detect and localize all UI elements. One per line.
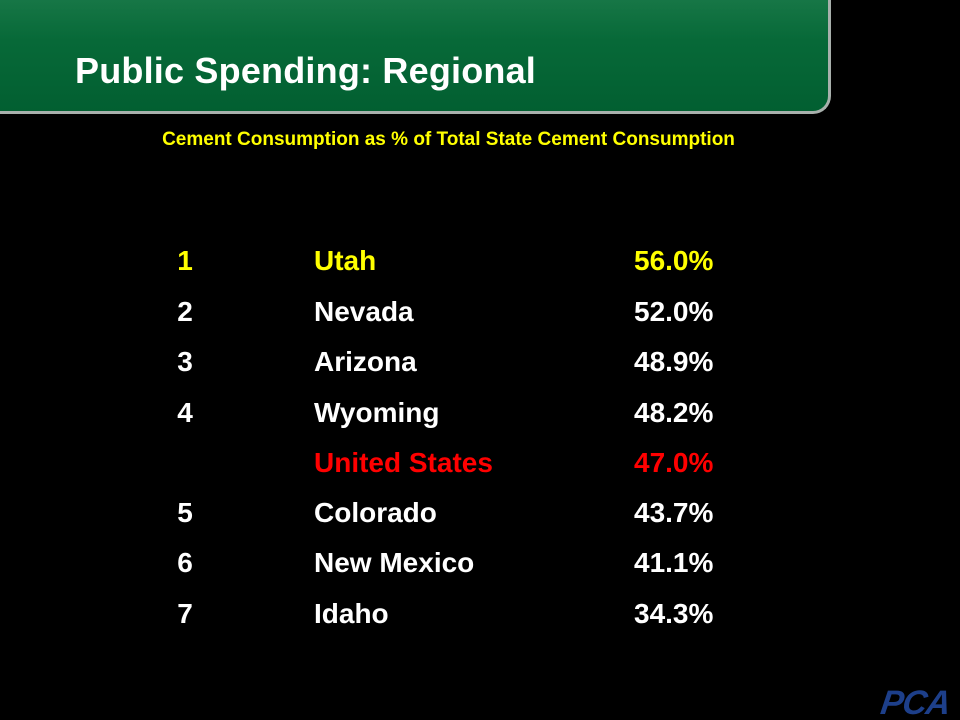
pca-logo: PCA [878,684,953,720]
table-row-united-states: United States 47.0% [0,447,960,487]
percent-cell: 41.1% [634,547,714,578]
state-cell: Colorado [314,497,437,528]
table-row: 4 Wyoming 48.2% [0,397,960,437]
percent-cell: 56.0% [634,245,714,276]
slide-title: Public Spending: Regional [75,50,537,91]
rank-cell: 7 [177,598,193,629]
header-band [0,0,831,114]
percent-cell: 47.0% [634,447,714,478]
rank-cell: 2 [177,296,193,327]
percent-cell: 52.0% [634,296,714,327]
slide-subtitle: Cement Consumption as % of Total State C… [162,129,735,150]
table-row: 5 Colorado 43.7% [0,497,960,537]
percent-cell: 43.7% [634,497,714,528]
state-cell: Idaho [314,598,389,629]
rank-cell: 1 [177,245,193,276]
state-cell: Nevada [314,296,414,327]
rank-cell: 6 [177,547,193,578]
table-row: 7 Idaho 34.3% [0,598,960,638]
table-row: 3 Arizona 48.9% [0,346,960,386]
state-cell: Arizona [314,346,417,377]
percent-cell: 48.2% [634,397,714,428]
percent-cell: 34.3% [634,598,714,629]
table-row: 6 New Mexico 41.1% [0,547,960,587]
rank-cell: 5 [177,497,193,528]
table-row: 2 Nevada 52.0% [0,296,960,336]
state-cell: Utah [314,245,377,276]
state-cell: Wyoming [314,397,440,428]
state-cell: United States [314,447,493,478]
rank-cell: 3 [177,346,193,377]
percent-cell: 48.9% [634,346,714,377]
state-cell: New Mexico [314,547,475,578]
rank-cell: 4 [177,397,193,428]
table-row: 1 Utah 56.0% [0,245,960,285]
